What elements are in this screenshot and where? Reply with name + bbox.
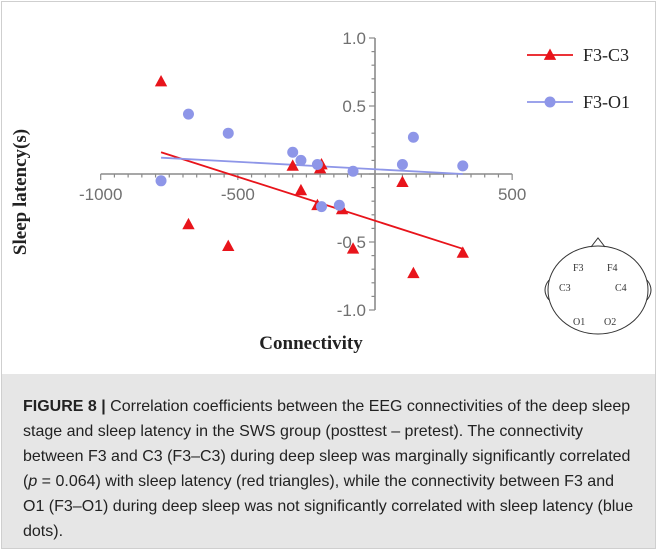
data-point-triangle bbox=[407, 266, 420, 279]
data-point-circle bbox=[396, 158, 408, 170]
data-point-triangle bbox=[286, 159, 299, 171]
data-point-triangle bbox=[222, 239, 235, 251]
data-point-circle bbox=[407, 131, 419, 143]
head-outline bbox=[547, 245, 649, 335]
y-tick-label: -1.0 bbox=[337, 301, 366, 320]
legend-label: F3-O1 bbox=[583, 92, 630, 112]
caption-text: FIGURE 8 | Correlation coefficients betw… bbox=[23, 394, 638, 544]
caption-body-2: = 0.064) with sleep latency (red triangl… bbox=[23, 473, 634, 540]
electrode-label: F3 bbox=[573, 263, 584, 274]
electrode-label: O2 bbox=[604, 317, 616, 328]
caption-body-1: Correlation coefficients between the EEG… bbox=[23, 398, 631, 490]
legend-label: F3-C3 bbox=[583, 45, 629, 65]
electrode-label: C4 bbox=[615, 283, 627, 294]
legend-marker-triangle bbox=[543, 48, 557, 60]
data-point-circle bbox=[347, 165, 359, 177]
data-point-triangle bbox=[346, 242, 360, 254]
fit-line-f3-c3 bbox=[160, 151, 464, 250]
electrode-label: O1 bbox=[573, 317, 585, 328]
electrode-head-diagram: F3 F4 C3 C4 O1 O2 bbox=[544, 237, 652, 335]
figure-caption: FIGURE 8 | Correlation coefficients betw… bbox=[2, 374, 655, 548]
fit-line-f3-o1 bbox=[160, 156, 463, 175]
y-axis-title: Sleep latency(s) bbox=[10, 129, 31, 255]
data-point-circle bbox=[333, 199, 345, 211]
caption-label: FIGURE 8 | bbox=[23, 398, 106, 415]
plot-area: -1000 -500 500 1.0 0.5 -0.5 -1.0 Connectivity … bbox=[2, 2, 655, 374]
data-point-triangle bbox=[396, 175, 409, 188]
y-tick-label: -0.5 bbox=[337, 233, 366, 252]
electrode-label: F4 bbox=[607, 263, 618, 274]
data-points bbox=[154, 75, 469, 279]
data-point-circle bbox=[311, 158, 323, 170]
data-point-circle bbox=[182, 108, 194, 120]
y-tick-label: 1.0 bbox=[342, 29, 366, 48]
data-point-circle bbox=[222, 127, 234, 139]
x-tick-label: -1000 bbox=[79, 185, 122, 204]
electrode-label: C3 bbox=[559, 283, 571, 294]
p-symbol: p bbox=[28, 473, 38, 490]
nose-shape bbox=[590, 237, 606, 248]
x-tick-label: 500 bbox=[498, 185, 526, 204]
x-tick-label: -500 bbox=[221, 185, 255, 204]
data-point-circle bbox=[287, 146, 299, 158]
right-ear-shape bbox=[646, 279, 652, 301]
y-tick-label: 0.5 bbox=[342, 97, 366, 116]
fit-lines bbox=[160, 151, 464, 250]
legend-marker-circle bbox=[544, 96, 556, 108]
data-point-triangle bbox=[456, 246, 469, 258]
data-point-circle bbox=[155, 175, 167, 187]
left-ear-shape bbox=[544, 279, 550, 301]
data-point-circle bbox=[316, 201, 328, 213]
data-point-circle bbox=[295, 154, 307, 166]
data-point-circle bbox=[457, 160, 469, 172]
x-axis-title: Connectivity bbox=[259, 333, 363, 354]
data-point-triangle bbox=[182, 217, 195, 230]
legend: F3-C3 F3-O1 bbox=[527, 45, 630, 112]
data-point-triangle bbox=[294, 183, 308, 196]
data-point-triangle bbox=[154, 75, 168, 87]
